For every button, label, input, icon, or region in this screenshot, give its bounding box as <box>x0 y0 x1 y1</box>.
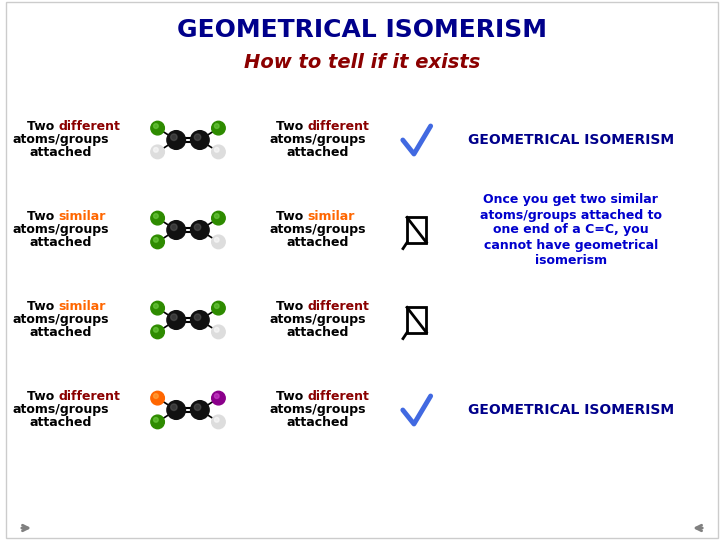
Text: atoms/groups: atoms/groups <box>269 224 366 237</box>
Circle shape <box>153 147 158 152</box>
Text: attached: attached <box>286 416 348 429</box>
Text: atoms/groups: atoms/groups <box>12 314 109 327</box>
Text: Two: Two <box>276 120 307 133</box>
Text: similar: similar <box>59 300 106 314</box>
Circle shape <box>153 303 158 308</box>
Circle shape <box>215 327 219 332</box>
Text: Once you get two similar
atoms/groups attached to
one end of a C=C, you
cannot h: Once you get two similar atoms/groups at… <box>480 193 662 267</box>
Text: How to tell if it exists: How to tell if it exists <box>244 52 480 71</box>
Text: attached: attached <box>286 146 348 159</box>
Circle shape <box>153 417 158 422</box>
Text: similar: similar <box>59 211 106 224</box>
Text: attached: attached <box>286 327 348 340</box>
Text: different: different <box>59 120 121 133</box>
Circle shape <box>212 325 225 339</box>
Circle shape <box>150 122 164 135</box>
Circle shape <box>153 214 158 219</box>
Circle shape <box>215 303 219 308</box>
Circle shape <box>212 235 225 249</box>
Circle shape <box>150 415 164 429</box>
Circle shape <box>167 131 186 150</box>
Circle shape <box>212 415 225 429</box>
Circle shape <box>194 134 201 140</box>
Circle shape <box>191 310 209 329</box>
Text: atoms/groups: atoms/groups <box>269 403 366 416</box>
Text: different: different <box>59 390 121 403</box>
Text: attached: attached <box>30 146 92 159</box>
Circle shape <box>191 221 209 239</box>
Circle shape <box>171 134 177 140</box>
Circle shape <box>215 147 219 152</box>
Text: different: different <box>307 120 369 133</box>
Bar <box>407 307 426 333</box>
Text: atoms/groups: atoms/groups <box>12 403 109 416</box>
Circle shape <box>150 145 164 159</box>
Circle shape <box>153 238 158 242</box>
Circle shape <box>215 124 219 129</box>
Circle shape <box>215 417 219 422</box>
Text: attached: attached <box>286 237 348 249</box>
Circle shape <box>150 211 164 225</box>
Bar <box>407 218 426 242</box>
Circle shape <box>171 314 177 320</box>
Text: atoms/groups: atoms/groups <box>269 133 366 146</box>
Text: Two: Two <box>276 300 307 314</box>
Circle shape <box>215 238 219 242</box>
Text: Two: Two <box>276 390 307 403</box>
Circle shape <box>191 131 209 150</box>
Text: Two: Two <box>27 300 59 314</box>
Circle shape <box>215 214 219 219</box>
Text: atoms/groups: atoms/groups <box>269 314 366 327</box>
Text: different: different <box>307 390 369 403</box>
Text: Two: Two <box>276 211 307 224</box>
Circle shape <box>153 327 158 332</box>
Text: atoms/groups: atoms/groups <box>12 224 109 237</box>
Text: atoms/groups: atoms/groups <box>12 133 109 146</box>
Text: different: different <box>307 300 369 314</box>
Text: GEOMETRICAL ISOMERISM: GEOMETRICAL ISOMERISM <box>468 133 674 147</box>
Circle shape <box>167 221 186 239</box>
Text: similar: similar <box>307 211 355 224</box>
Text: Two: Two <box>27 390 59 403</box>
Circle shape <box>171 404 177 410</box>
Text: Two: Two <box>27 120 59 133</box>
Circle shape <box>212 145 225 159</box>
Text: Two: Two <box>27 211 59 224</box>
Circle shape <box>212 211 225 225</box>
Circle shape <box>171 224 177 231</box>
Circle shape <box>150 235 164 249</box>
Circle shape <box>153 124 158 129</box>
Circle shape <box>150 301 164 315</box>
Circle shape <box>194 314 201 320</box>
Circle shape <box>194 404 201 410</box>
Circle shape <box>150 392 164 405</box>
Text: attached: attached <box>30 237 92 249</box>
Circle shape <box>167 401 186 420</box>
Text: attached: attached <box>30 416 92 429</box>
Circle shape <box>150 325 164 339</box>
Circle shape <box>215 394 219 399</box>
Text: attached: attached <box>30 327 92 340</box>
Circle shape <box>212 301 225 315</box>
Circle shape <box>194 224 201 231</box>
Circle shape <box>212 392 225 405</box>
Circle shape <box>167 310 186 329</box>
Circle shape <box>191 401 209 420</box>
Circle shape <box>212 122 225 135</box>
Text: GEOMETRICAL ISOMERISM: GEOMETRICAL ISOMERISM <box>177 18 547 42</box>
Text: GEOMETRICAL ISOMERISM: GEOMETRICAL ISOMERISM <box>468 403 674 417</box>
Circle shape <box>153 394 158 399</box>
